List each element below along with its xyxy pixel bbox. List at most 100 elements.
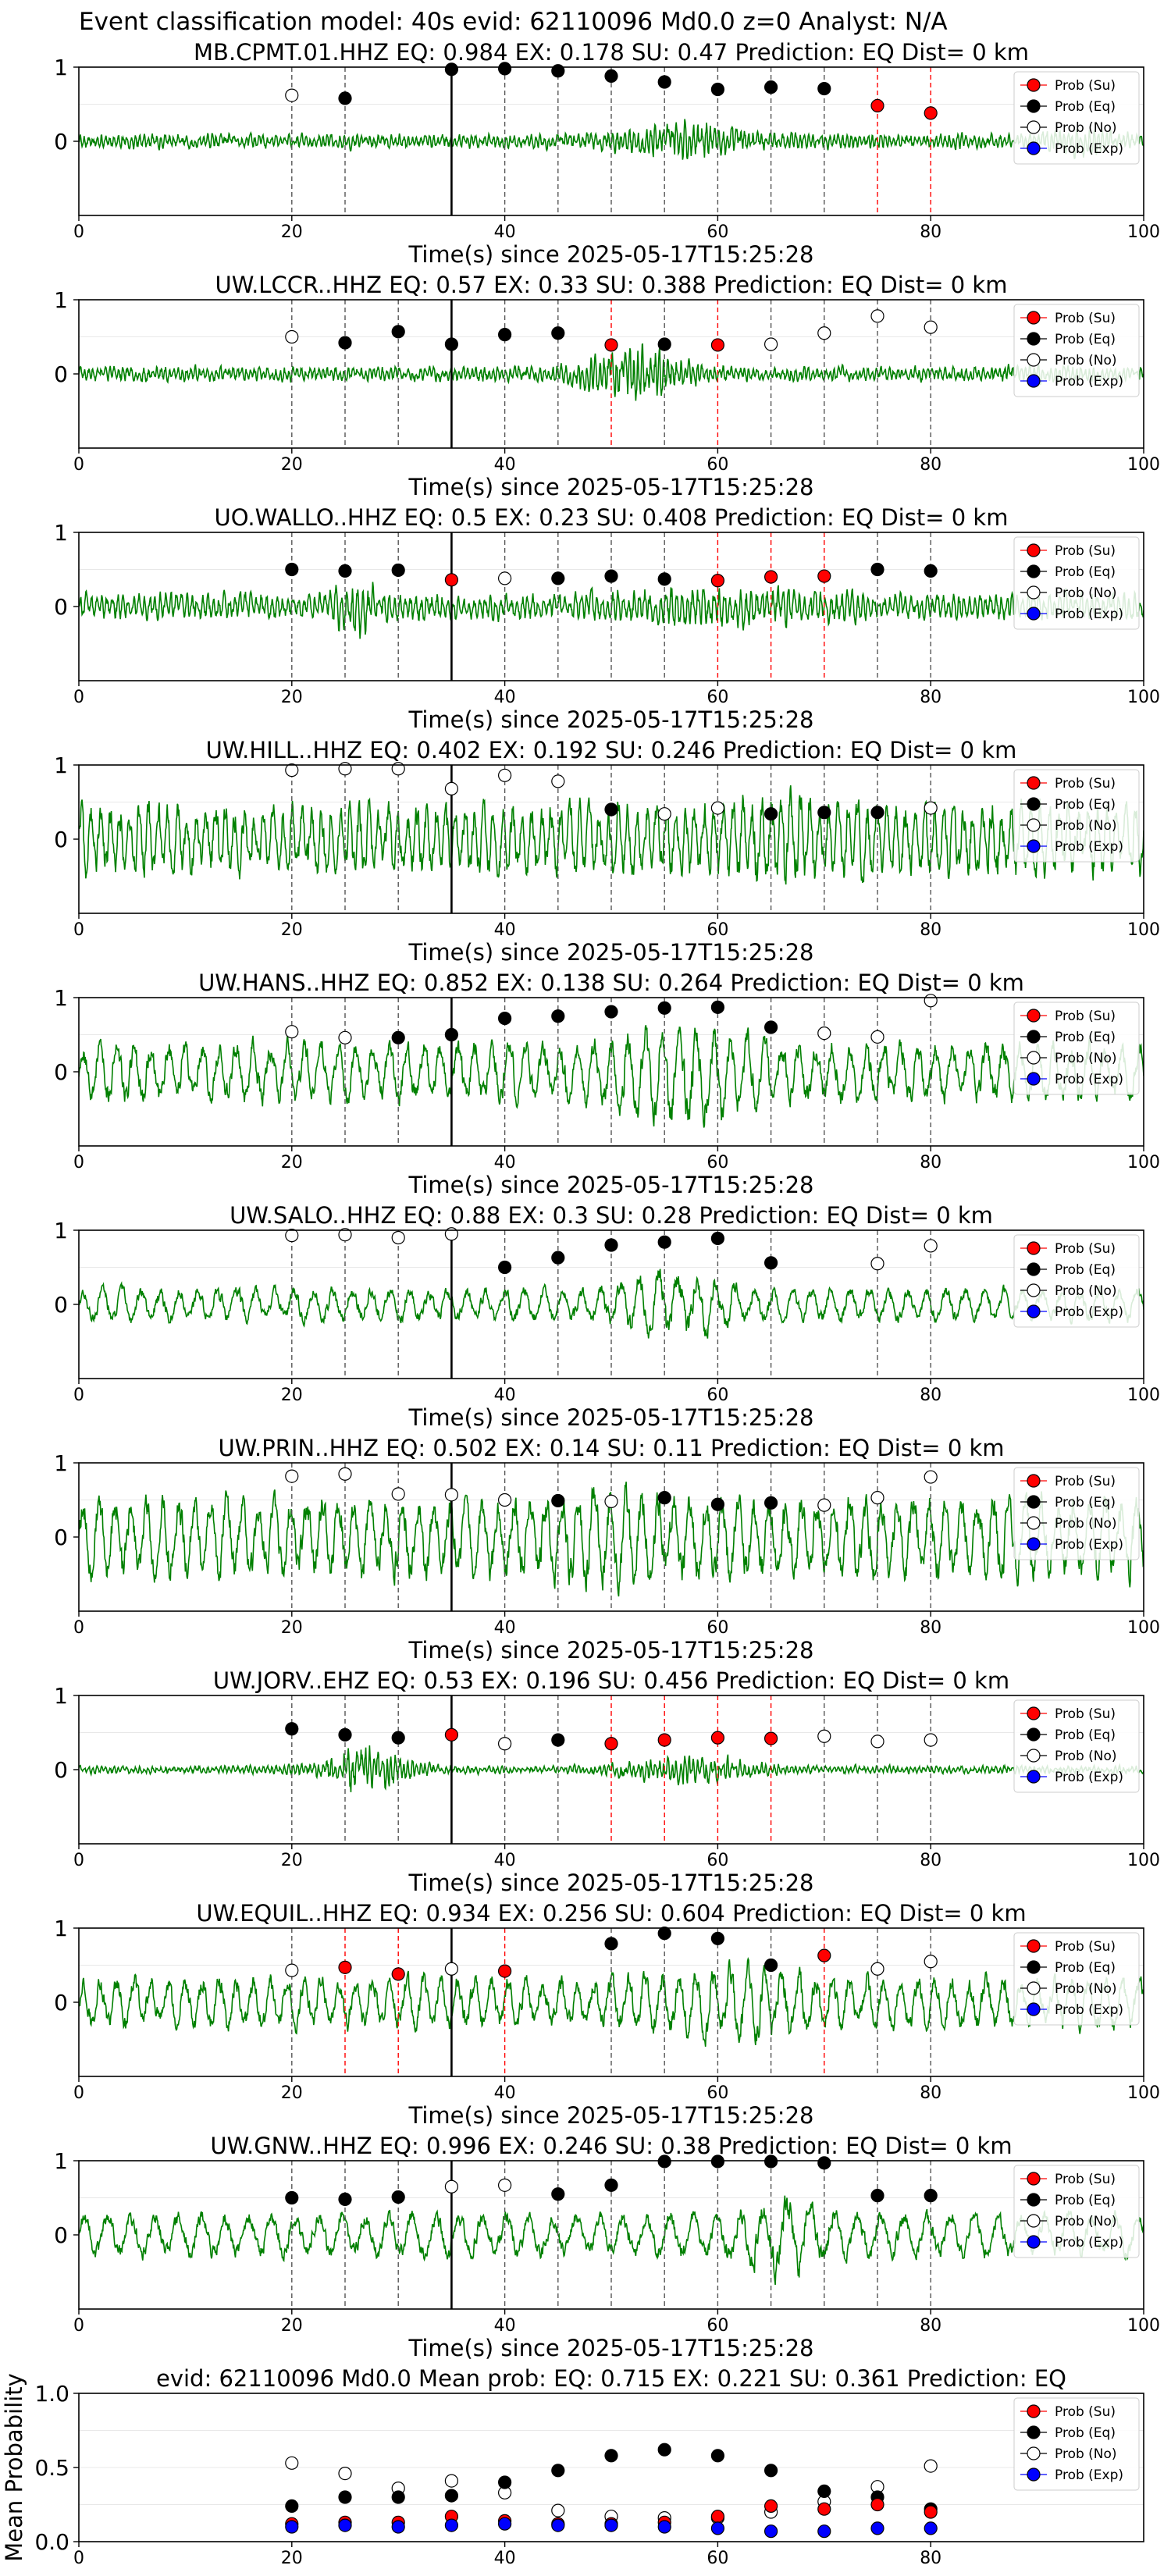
legend-label-exp: Prob (Exp): [1055, 607, 1123, 622]
mean-point-eq-20: [285, 2499, 299, 2513]
legend-marker-exp: [1027, 1304, 1041, 1318]
prob-marker-eq-30: [391, 1030, 405, 1044]
prob-marker-no-70: [817, 1498, 831, 1512]
prob-marker-eq-20: [285, 1722, 299, 1736]
prob-marker-no-35: [444, 1227, 459, 1241]
prob-marker-no-25: [338, 1228, 352, 1242]
waveform-trace: [79, 1482, 1144, 1597]
legend-marker-exp: [1027, 1770, 1041, 1784]
legend-marker-eq: [1027, 332, 1041, 346]
prob-marker-eq-60: [710, 2154, 725, 2169]
station-panel-10: UW.GNW..HHZ EQ: 0.996 EX: 0.246 SU: 0.38…: [54, 2133, 1160, 2361]
x-tick-label: 100: [1127, 920, 1160, 940]
prob-marker-eq-75: [870, 562, 884, 577]
legend-marker-no: [1027, 1283, 1041, 1297]
legend-label-su: Prob (Su): [1055, 776, 1116, 792]
mean-point-exp-20: [285, 2520, 299, 2534]
x-tick-label: 20: [281, 2549, 303, 2568]
y-tick-label: 0: [54, 2222, 68, 2248]
panel-title: UW.LCCR..HHZ EQ: 0.57 EX: 0.33 SU: 0.388…: [215, 272, 1008, 298]
prob-marker-eq-25: [338, 336, 352, 350]
x-tick-label: 100: [1127, 1618, 1160, 1638]
legend-label-no: Prob (No): [1055, 2446, 1117, 2462]
legend-label-exp: Prob (Exp): [1055, 1537, 1123, 1553]
prob-marker-no-35: [444, 1962, 459, 1976]
x-tick-label: 40: [494, 688, 516, 707]
prob-marker-no-70: [817, 1026, 831, 1041]
x-tick-label: 100: [1127, 688, 1160, 707]
legend-marker-eq: [1027, 1727, 1041, 1742]
y-tick-label: 1: [54, 1218, 68, 1244]
x-tick-label: 60: [707, 1386, 728, 1405]
legend-marker-eq: [1027, 564, 1041, 578]
panel-title: UW.GNW..HHZ EQ: 0.996 EX: 0.246 SU: 0.38…: [210, 2133, 1012, 2159]
prob-marker-su-50: [604, 1737, 618, 1751]
legend-label-eq: Prob (Eq): [1055, 1960, 1116, 1976]
prob-marker-eq-70: [817, 2156, 831, 2170]
prob-marker-no-75: [870, 1030, 884, 1044]
station-panel-2: UW.LCCR..HHZ EQ: 0.57 EX: 0.33 SU: 0.388…: [54, 272, 1160, 500]
x-tick-label: 0: [73, 1153, 84, 1172]
x-axis-label: Time(s) since 2025-05-17T15:25:28: [408, 1404, 814, 1431]
x-tick-label: 20: [281, 2083, 303, 2103]
x-tick-label: 20: [281, 455, 303, 475]
legend-marker-no: [1027, 1051, 1041, 1065]
x-tick-label: 20: [281, 1851, 303, 1870]
legend-label-no: Prob (No): [1055, 120, 1117, 136]
legend-label-exp: Prob (Exp): [1055, 2467, 1123, 2483]
y-tick-label: 0.0: [34, 2529, 69, 2555]
mean-point-su-70: [817, 2502, 831, 2516]
mean-point-eq-55: [657, 2443, 671, 2457]
x-tick-label: 100: [1127, 1386, 1160, 1405]
legend-box: [1013, 1467, 1140, 1560]
legend-marker-su: [1027, 1939, 1041, 1953]
x-tick-label: 60: [707, 1153, 728, 1172]
legend-label-su: Prob (Su): [1055, 1474, 1116, 1489]
legend-label-no: Prob (No): [1055, 1516, 1117, 1532]
prob-marker-eq-45: [551, 1009, 565, 1023]
legend-label-no: Prob (No): [1055, 353, 1117, 368]
legend-marker-no: [1027, 120, 1041, 134]
prob-marker-no-25: [338, 762, 352, 776]
legend-marker-su: [1027, 1241, 1041, 1255]
legend-marker-exp: [1027, 2002, 1041, 2016]
station-panel-9: UW.EQUIL..HHZ EQ: 0.934 EX: 0.256 SU: 0.…: [54, 1900, 1160, 2129]
prob-marker-eq-60: [710, 82, 725, 97]
station-panel-1: MB.CPMT.01.HHZ EQ: 0.984 EX: 0.178 SU: 0…: [54, 39, 1160, 268]
x-axis-label: Time(s) since 2025-05-17T15:25:28: [408, 1870, 814, 1896]
mean-point-exp-60: [710, 2521, 725, 2535]
prob-marker-eq-55: [657, 1001, 671, 1015]
mean-point-exp-75: [870, 2521, 884, 2535]
panel-title: UO.WALLO..HHZ EQ: 0.5 EX: 0.23 SU: 0.408…: [215, 504, 1009, 531]
prob-marker-no-75: [870, 1491, 884, 1505]
legend-label-no: Prob (No): [1055, 818, 1117, 834]
prob-marker-no-70: [817, 326, 831, 340]
figure-suptitle: Event classification model: 40s evid: 62…: [79, 8, 948, 36]
prob-marker-eq-20: [285, 562, 299, 577]
y-tick-label: 0: [54, 1757, 68, 1783]
prob-marker-no-25: [338, 1030, 352, 1044]
prob-marker-eq-55: [657, 572, 671, 586]
prob-marker-eq-50: [604, 1937, 618, 1951]
mean-point-su-80: [924, 2505, 938, 2519]
x-axis-label: Time(s) since 2025-05-17T15:25:28: [408, 1637, 814, 1663]
mean-point-eq-30: [391, 2490, 405, 2504]
mean-point-su-75: [870, 2497, 884, 2512]
prob-marker-eq-50: [604, 802, 618, 817]
prob-marker-eq-35: [444, 1027, 459, 1042]
legend-label-exp: Prob (Exp): [1055, 1304, 1123, 1320]
prob-marker-no-80: [924, 1470, 938, 1484]
x-tick-label: 40: [494, 2083, 516, 2103]
prob-marker-eq-65: [763, 807, 778, 821]
prob-marker-no-40: [497, 1737, 512, 1751]
y-tick-label: 0: [54, 1059, 68, 1085]
legend-marker-exp: [1027, 141, 1041, 155]
legend-marker-eq: [1027, 99, 1041, 113]
legend-marker-eq: [1027, 1495, 1041, 1509]
prob-marker-eq-40: [497, 328, 512, 342]
x-tick-label: 60: [707, 688, 728, 707]
prob-marker-eq-75: [870, 806, 884, 820]
y-tick-label: 0: [54, 594, 68, 620]
legend-marker-no: [1027, 2446, 1041, 2460]
